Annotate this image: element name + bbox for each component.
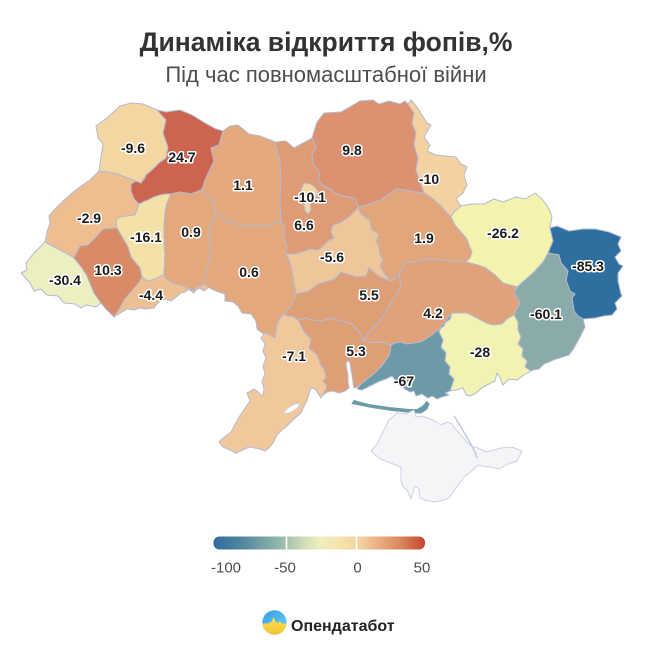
svg-text:-50: -50 [274,560,296,577]
svg-text:-85.3: -85.3 [572,258,604,274]
svg-text:-5.6: -5.6 [320,249,344,265]
svg-text:Під час повномасштабної війни: Під час повномасштабної війни [165,62,486,87]
svg-text:1.9: 1.9 [414,230,434,246]
svg-text:0.9: 0.9 [181,224,201,240]
svg-text:9.8: 9.8 [342,142,362,158]
svg-text:-9.6: -9.6 [121,140,145,156]
svg-text:0: 0 [353,560,361,577]
svg-text:24.7: 24.7 [168,149,195,165]
svg-text:-28: -28 [470,344,490,360]
svg-text:-7.1: -7.1 [282,348,306,364]
svg-text:-10: -10 [419,171,439,187]
svg-text:10.3: 10.3 [94,262,121,278]
svg-text:-30.4: -30.4 [49,272,81,288]
svg-text:5.5: 5.5 [359,287,379,303]
svg-text:-16.1: -16.1 [130,229,162,245]
svg-text:5.3: 5.3 [346,343,366,359]
svg-text:-4.4: -4.4 [139,287,163,303]
svg-text:-26.2: -26.2 [487,225,519,241]
svg-text:0.6: 0.6 [239,264,259,280]
svg-text:-100: -100 [211,560,241,577]
svg-text:6.6: 6.6 [294,217,314,233]
svg-text:-67: -67 [394,373,414,389]
svg-text:4.2: 4.2 [423,305,443,321]
svg-text:Опендатабот: Опендатабот [291,618,395,635]
svg-text:Динаміка відкриття фопів,%: Динаміка відкриття фопів,% [140,27,513,57]
svg-text:1.1: 1.1 [233,177,253,193]
svg-text:-10.1: -10.1 [294,189,326,205]
svg-text:-2.9: -2.9 [77,210,101,226]
svg-text:50: 50 [414,560,431,577]
svg-text:-60.1: -60.1 [530,306,562,322]
